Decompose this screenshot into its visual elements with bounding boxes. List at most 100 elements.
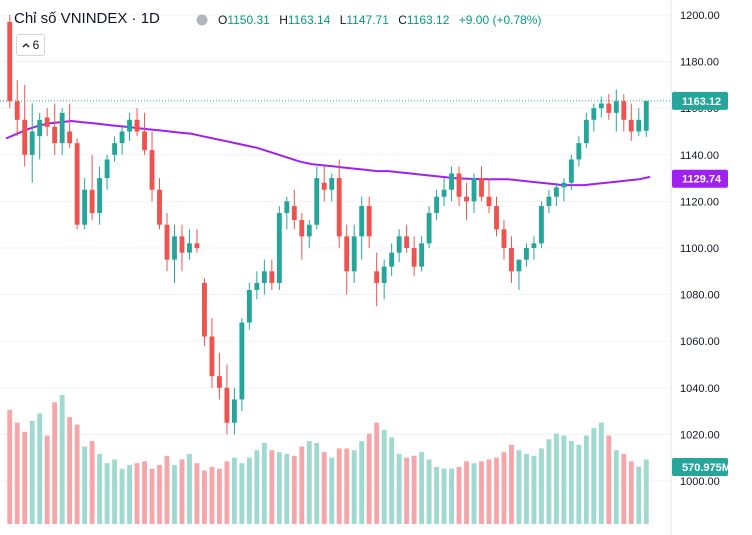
candle xyxy=(254,271,260,300)
candle-body xyxy=(149,150,155,190)
ohlc-change: +9.00 (+0.78%) xyxy=(458,13,542,27)
candle-body xyxy=(471,178,477,202)
volume-bar xyxy=(291,455,297,524)
candle xyxy=(396,229,402,262)
candle-body xyxy=(509,248,514,272)
candle xyxy=(344,224,350,295)
candle-body xyxy=(97,178,103,214)
candle xyxy=(7,15,13,109)
candle-body xyxy=(501,229,507,248)
volume-bar xyxy=(254,450,260,524)
price-axis[interactable]: 1000.00 1020.00 1040.00 1060.00 1080.00 1100.… xyxy=(680,10,720,488)
volume-bar xyxy=(374,422,380,524)
volume-bar xyxy=(441,468,447,524)
candle xyxy=(269,259,275,290)
candle-body xyxy=(381,266,387,283)
candle-body xyxy=(82,189,88,225)
candle xyxy=(494,196,499,237)
candle-body xyxy=(314,178,320,225)
candle xyxy=(621,94,627,132)
y-tick-label: 1060.00 xyxy=(680,336,720,348)
volume-tag: 570.975M xyxy=(672,458,731,476)
volume-bar xyxy=(187,453,192,524)
candle xyxy=(157,178,162,230)
volume-bar xyxy=(276,452,282,524)
candle xyxy=(216,352,222,400)
candle xyxy=(359,196,365,260)
volume-bar xyxy=(606,435,612,524)
candle-body xyxy=(426,213,432,244)
candle-body xyxy=(329,178,335,190)
candle-body xyxy=(636,119,642,132)
volume-bar xyxy=(434,466,440,524)
volume-bar xyxy=(591,428,597,524)
y-tick-label: 1020.00 xyxy=(680,429,720,441)
volume-bar xyxy=(576,444,582,524)
y-tick-label: 1040.00 xyxy=(680,383,720,395)
volume-bar xyxy=(359,441,365,524)
candle xyxy=(321,166,327,202)
candle-body xyxy=(119,131,125,144)
candle xyxy=(419,236,425,272)
candle-body xyxy=(127,119,132,132)
candle-body xyxy=(187,243,192,253)
candle xyxy=(568,154,574,190)
volume-bar xyxy=(29,420,35,524)
volume-bar xyxy=(119,468,125,524)
candle-body xyxy=(531,243,537,248)
indicators-toggle-button[interactable]: 6 xyxy=(16,34,45,56)
volume-bar xyxy=(149,468,155,524)
candle-body xyxy=(464,196,469,202)
candle-body xyxy=(261,271,267,283)
volume-bar xyxy=(643,459,649,524)
candle-body xyxy=(291,206,297,221)
candle-body xyxy=(524,248,529,260)
grid-lines xyxy=(0,14,671,482)
eye-slash-icon[interactable] xyxy=(196,14,208,26)
volume-bar xyxy=(636,466,642,524)
volume-bar xyxy=(568,441,574,524)
last-price-tag: 1163.12 xyxy=(672,91,728,110)
candle-body xyxy=(59,112,65,144)
candle xyxy=(479,166,484,202)
volume-bar xyxy=(509,444,514,524)
candle xyxy=(224,364,230,435)
candle-body xyxy=(643,100,649,131)
volume-bar xyxy=(37,413,43,524)
volume-bar xyxy=(209,466,215,524)
volume-bar xyxy=(82,446,88,524)
ohlc-legend: O1150.31 H1163.14 L1147.71 C1163.12 +9.0… xyxy=(218,13,547,27)
ohlc-open-key: O xyxy=(218,13,228,27)
candle xyxy=(351,224,357,283)
volume-bar xyxy=(501,452,507,524)
price-candles xyxy=(7,15,649,435)
candle-body xyxy=(306,224,312,237)
candle xyxy=(89,154,95,221)
symbol-title[interactable]: Chỉ số VNINDEX · 1D xyxy=(14,10,160,27)
volume-bar xyxy=(284,453,290,524)
candle-body xyxy=(299,220,305,237)
candle xyxy=(441,178,447,207)
volume-bar xyxy=(246,457,252,524)
volume-bar xyxy=(172,465,177,524)
volume-bar xyxy=(419,452,425,524)
candle xyxy=(598,96,604,118)
volume-bar xyxy=(7,409,13,524)
candle xyxy=(464,182,469,221)
candle-body xyxy=(628,119,634,132)
candle-body xyxy=(164,224,170,260)
candle xyxy=(531,236,537,260)
candle-body xyxy=(598,103,604,109)
candle-body xyxy=(29,131,35,155)
candle xyxy=(336,159,342,248)
candle-body xyxy=(568,159,574,183)
candle-body xyxy=(254,282,260,290)
volume-bar xyxy=(456,466,462,524)
candle xyxy=(306,220,312,248)
candle xyxy=(209,317,215,388)
candle xyxy=(276,206,282,290)
candle-body xyxy=(112,143,118,155)
y-tick-label: 1100.00 xyxy=(680,243,719,255)
candle xyxy=(52,103,58,155)
